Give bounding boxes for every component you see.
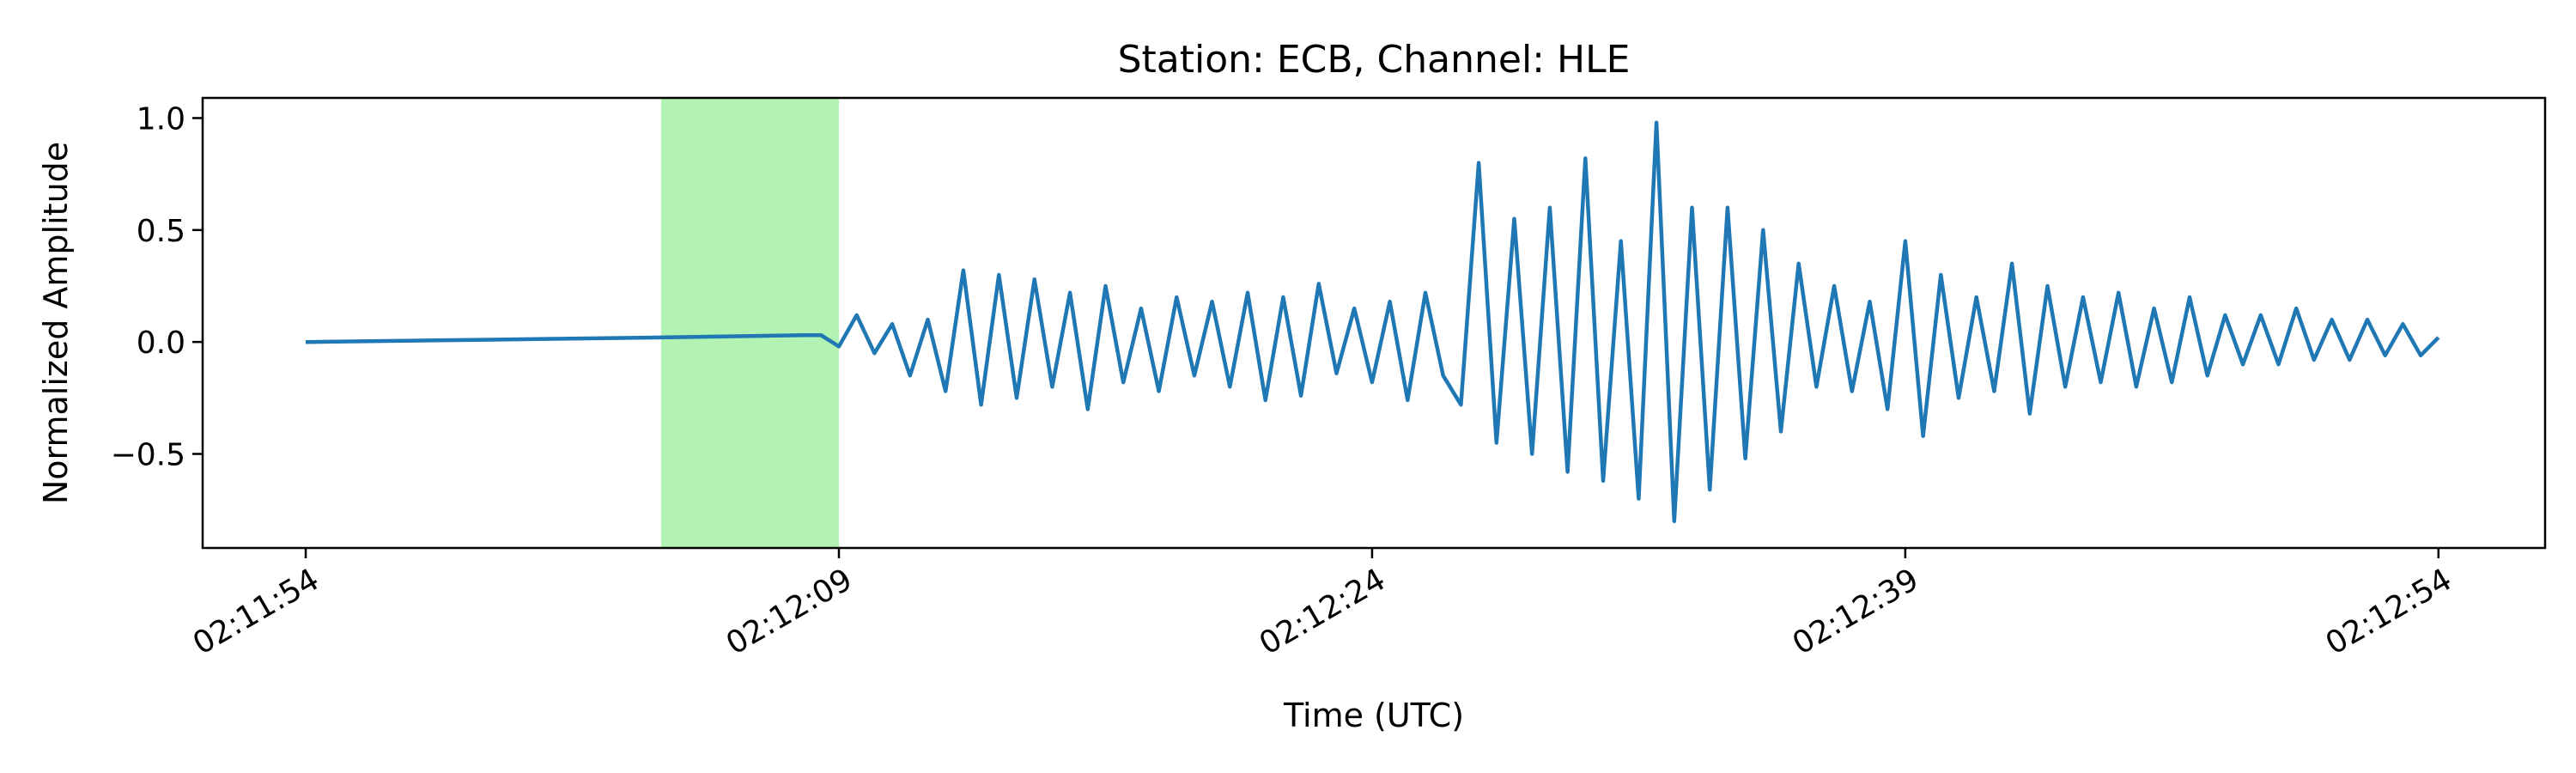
y-tick-label: 1.0 (137, 101, 185, 137)
x-tick-label: 02:11:54 (187, 562, 325, 661)
x-tick-label: 02:12:24 (1254, 562, 1392, 661)
y-tick-label: 0.0 (137, 326, 185, 361)
plot-area (305, 98, 2440, 548)
y-axis: −0.5 0.0 0.5 1.0 (111, 101, 203, 473)
waveform-line-0 (305, 120, 2440, 523)
highlight-window (661, 98, 839, 548)
x-tick-label: 02:12:09 (720, 562, 859, 661)
axes-frame (201, 96, 2547, 550)
x-tick-label: 02:12:39 (1787, 562, 1925, 661)
y-tick-label: 0.5 (137, 214, 185, 249)
x-tick-label: 02:12:54 (2320, 562, 2458, 661)
y-tick-label: −0.5 (111, 438, 185, 473)
x-axis-label: Time (UTC) (1283, 697, 1464, 734)
y-axis-label: Normalized Amplitude (37, 142, 75, 504)
chart-title: Station: ECB, Channel: HLE (1118, 38, 1631, 82)
x-axis: 02:11:54 02:12:09 02:12:24 02:12:39 02:12:54 (187, 548, 2458, 662)
